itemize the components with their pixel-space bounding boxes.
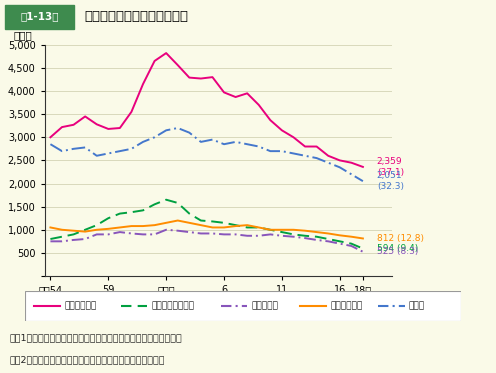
FancyBboxPatch shape	[25, 291, 461, 321]
Text: 自転車乗用中: 自転車乗用中	[330, 301, 363, 310]
Text: 歩行中: 歩行中	[409, 301, 425, 310]
Text: 2　（　）内は，状態別死者数の構成率（％）である。: 2 （ ）内は，状態別死者数の構成率（％）である。	[10, 355, 166, 364]
Text: 594 (9.4): 594 (9.4)	[377, 244, 418, 253]
Text: 525 (8.3): 525 (8.3)	[377, 247, 418, 256]
Text: 2,359
(37.1): 2,359 (37.1)	[377, 157, 404, 176]
FancyBboxPatch shape	[5, 5, 74, 28]
Text: 自動二輪車乗車中: 自動二輪車乗車中	[151, 301, 194, 310]
Text: 状態別交通事故死者数の推移: 状態別交通事故死者数の推移	[84, 10, 188, 23]
Text: 注　1　警察庁資料による。ただし，「その他」は省略している。: 注 1 警察庁資料による。ただし，「その他」は省略している。	[10, 333, 183, 342]
Text: 第1-13図: 第1-13図	[20, 11, 59, 21]
Text: 原付乗車中: 原付乗車中	[252, 301, 279, 310]
Text: （人）: （人）	[13, 30, 32, 40]
Text: 自動車乗車中: 自動車乗車中	[64, 301, 96, 310]
Text: 812 (12.8): 812 (12.8)	[377, 234, 424, 243]
Text: 2,051
(32.3): 2,051 (32.3)	[377, 172, 404, 191]
